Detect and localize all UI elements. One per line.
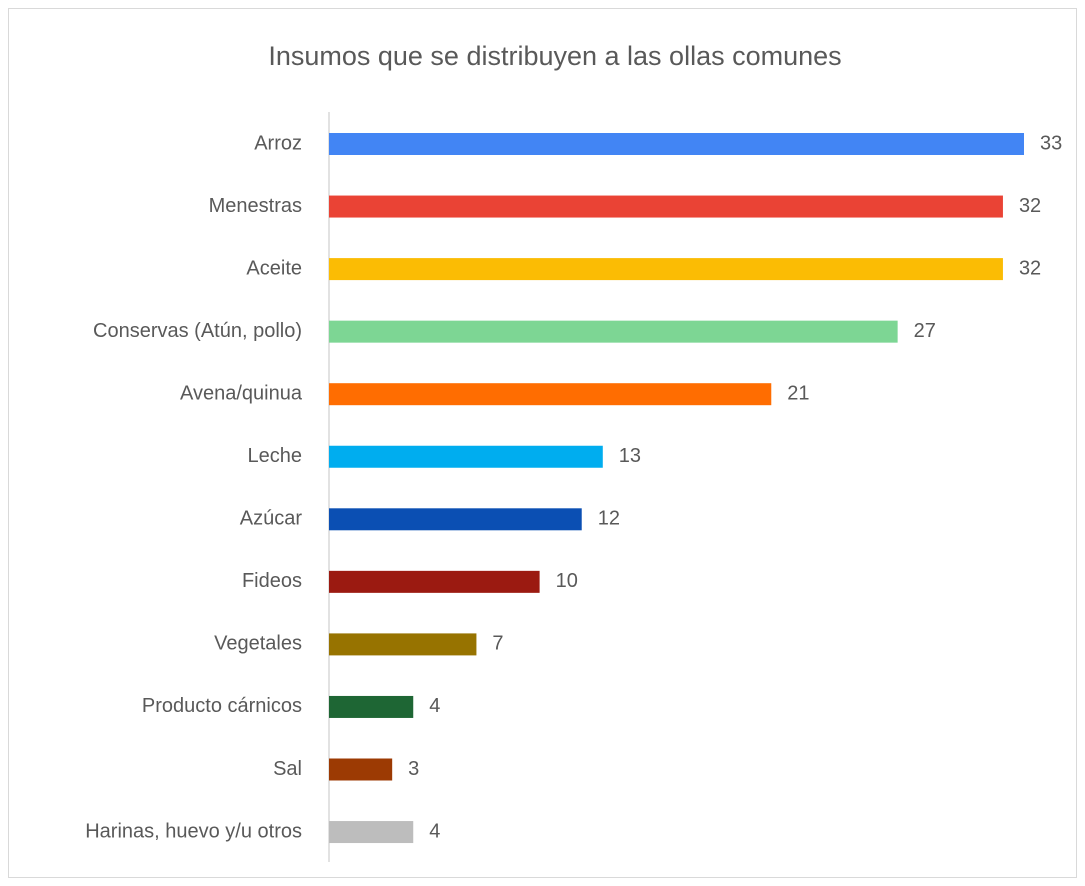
data-label: 3 xyxy=(408,758,419,780)
bar xyxy=(329,445,603,468)
data-label: 32 xyxy=(1019,195,1041,217)
chart-title: Insumos que se distribuyen a las ollas c… xyxy=(268,41,841,71)
bar xyxy=(329,758,393,781)
data-label: 4 xyxy=(429,820,440,842)
bar xyxy=(329,570,540,593)
data-label: 33 xyxy=(1040,132,1062,154)
bar xyxy=(329,383,772,406)
data-label: 13 xyxy=(619,445,641,467)
y-tick-label: Arroz xyxy=(254,132,302,154)
data-label: 7 xyxy=(492,633,503,655)
y-tick-label: Harinas, huevo y/u otros xyxy=(85,820,302,842)
y-tick-label: Producto cárnicos xyxy=(142,695,302,717)
y-tick-label: Fideos xyxy=(242,570,302,592)
y-tick-label: Aceite xyxy=(246,257,302,279)
bar xyxy=(329,508,582,531)
data-label: 27 xyxy=(914,320,936,342)
bar xyxy=(329,195,1003,218)
bar xyxy=(329,133,1024,155)
data-label: 4 xyxy=(429,695,440,717)
bar xyxy=(329,695,414,718)
y-tick-label: Sal xyxy=(273,758,302,780)
data-label: 12 xyxy=(598,508,620,530)
data-label: 10 xyxy=(556,570,578,592)
bar xyxy=(329,821,414,844)
bar xyxy=(329,258,1003,281)
y-tick-label: Vegetales xyxy=(214,633,302,655)
y-tick-label: Leche xyxy=(248,445,303,467)
y-tick-label: Azúcar xyxy=(240,508,303,530)
y-tick-label: Conservas (Atún, pollo) xyxy=(93,320,302,342)
data-label: 32 xyxy=(1019,257,1041,279)
bar xyxy=(329,633,477,656)
y-tick-label: Menestras xyxy=(209,195,302,217)
bar xyxy=(329,320,898,343)
data-label: 21 xyxy=(787,382,809,404)
y-tick-label: Avena/quinua xyxy=(180,382,303,404)
